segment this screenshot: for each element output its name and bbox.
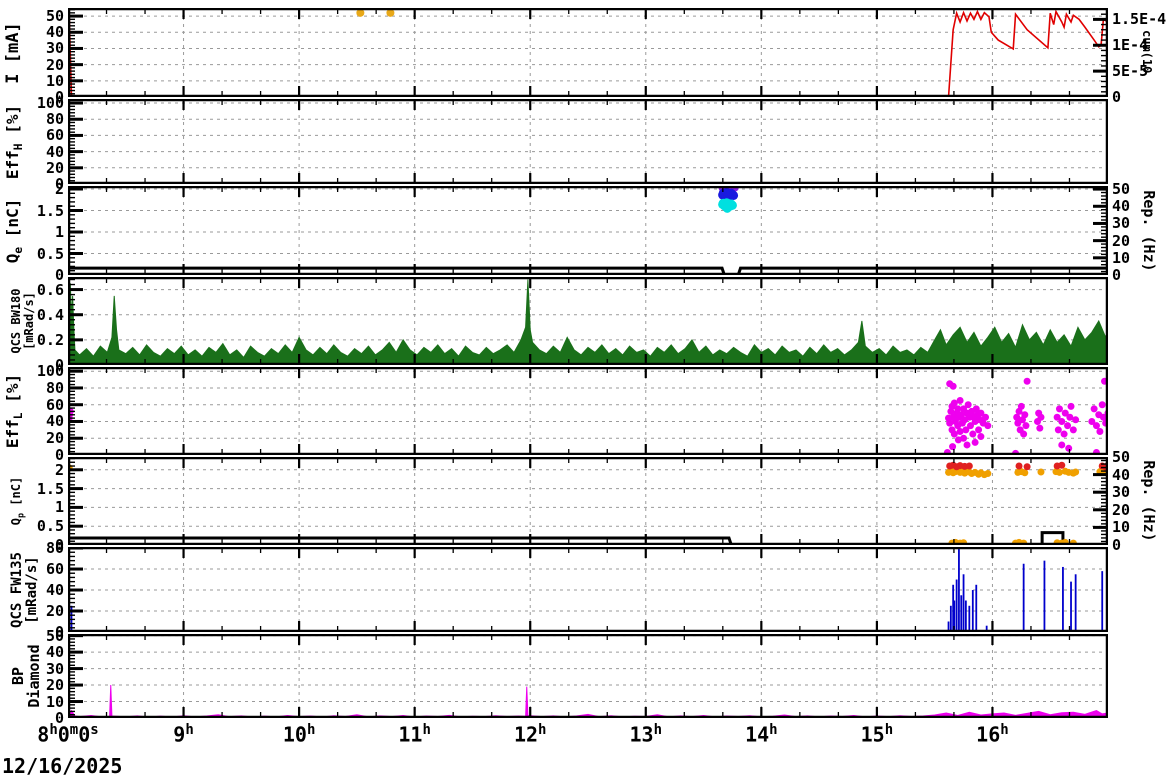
tick-label-charge-e-right: 30: [1112, 214, 1131, 233]
tick-label-qcs-bw180: 0.6: [36, 280, 64, 299]
tick-label-qcs-fw135: 80: [45, 539, 64, 558]
tick-label-bp-diamond: 10: [45, 692, 64, 711]
tick-label-efficiency-l: 60: [45, 395, 64, 414]
tick-label-qcs-fw135: 0: [54, 623, 64, 641]
tick-label-qcs-fw135: 40: [45, 581, 64, 600]
tick-label-qcs-bw180: 0.4: [36, 305, 64, 324]
tick-label-charge-p-right: 0: [1112, 536, 1122, 554]
tick-label-charge-e-right: 50: [1112, 180, 1131, 199]
tick-label-charge-p: 0.5: [36, 517, 64, 536]
x-tick-label: 11h: [398, 722, 431, 747]
tick-label-qcs-fw135: 60: [45, 560, 64, 579]
axis-label-charge-p-right: Rep. (Hz): [1140, 460, 1158, 542]
x-tick-label: 15h: [860, 722, 894, 747]
tick-label-beam-current-right: 5E-5: [1112, 62, 1149, 81]
tick-label-efficiency-h: 20: [45, 158, 64, 177]
x-tick-label: 12h: [513, 722, 547, 747]
x-tick-label: 14h: [745, 722, 778, 747]
tick-label-efficiency-l: 40: [45, 412, 64, 431]
tick-label-beam-current: 30: [45, 39, 64, 58]
tick-label-efficiency-h: 80: [45, 110, 64, 129]
tick-label-charge-p-right: 50: [1112, 448, 1131, 466]
tick-label-qcs-bw180: 0.2: [36, 330, 64, 349]
tick-label-efficiency-l: 0: [54, 446, 64, 464]
tick-label-efficiency-h: 60: [45, 126, 64, 145]
tick-label-qcs-bw180: 0: [54, 356, 64, 374]
tick-label-efficiency-h: 40: [45, 142, 64, 161]
tick-label-charge-e: 0: [54, 266, 64, 284]
tick-label-charge-p-right: 20: [1112, 500, 1131, 519]
tick-label-efficiency-l: 80: [45, 378, 64, 397]
tick-label-beam-current-right: 1.5E-4: [1112, 10, 1167, 29]
tick-label-charge-e: 1: [54, 223, 64, 241]
tick-label-charge-p: 1: [54, 498, 64, 517]
tick-label-bp-diamond: 40: [45, 643, 64, 662]
panel-qcs-bw180: [68, 277, 1108, 365]
tick-label-charge-e-right: 40: [1112, 197, 1131, 216]
x-tick-label: 9h: [173, 722, 194, 747]
x-tick-label: 8h0m0s: [37, 722, 99, 747]
tick-label-charge-e-right: 10: [1112, 248, 1131, 267]
tick-label-bp-diamond: 50: [45, 626, 64, 645]
tick-label-charge-e: 1.5: [36, 201, 64, 220]
x-tick-label: 10h: [282, 722, 316, 747]
panel-bp-diamond: [68, 634, 1108, 718]
tick-label-beam-current: 40: [45, 23, 64, 42]
panel-efficiency-h: [68, 99, 1108, 184]
tick-label-bp-diamond: 0: [54, 709, 64, 727]
tick-label-charge-p-right: 30: [1112, 483, 1131, 502]
tick-label-charge-p: 0: [54, 536, 64, 554]
tick-label-beam-current-right: 1E-4: [1112, 36, 1149, 55]
date-label: 12/16/2025: [2, 754, 123, 778]
tick-label-charge-p-right: 10: [1112, 518, 1131, 537]
tick-label-beam-current: 20: [45, 55, 64, 74]
x-tick-label: 16h: [976, 722, 1009, 747]
tick-label-charge-p-right: 40: [1112, 465, 1131, 484]
tick-label-charge-e-right: 0: [1112, 266, 1122, 284]
x-tick-label: 13h: [629, 722, 663, 747]
axis-label-bp-diamond: BP Diamond: [9, 644, 43, 708]
panel-beam-current: [68, 8, 1108, 97]
panel-charge-e: [68, 186, 1108, 275]
panel-qcs-fw135: [68, 547, 1108, 632]
tick-label-bp-diamond: 20: [45, 676, 64, 695]
tick-label-efficiency-l: 100: [36, 362, 64, 381]
panel-efficiency-l: [68, 367, 1108, 455]
tick-label-charge-e: 0.5: [36, 244, 64, 263]
tick-label-beam-current: 50: [45, 7, 64, 26]
panel-charge-p: [68, 457, 1108, 545]
tick-label-charge-e-right: 20: [1112, 231, 1131, 250]
tick-label-efficiency-l: 20: [45, 429, 64, 448]
tick-label-bp-diamond: 30: [45, 659, 64, 678]
tick-label-qcs-fw135: 20: [45, 602, 64, 620]
tick-label-beam-current: 10: [45, 71, 64, 90]
tick-label-charge-e: 2: [54, 180, 64, 198]
axis-label-charge-e-right: Rep. (Hz): [1140, 189, 1158, 272]
tick-label-charge-p: 2: [54, 460, 64, 479]
tick-label-beam-current: 0: [54, 88, 64, 106]
tick-label-beam-current-right: 0: [1112, 88, 1122, 106]
tick-label-efficiency-h: 100: [36, 94, 64, 113]
right-axis-unit-label: cum(10: [1140, 30, 1154, 74]
tick-label-charge-p: 1.5: [36, 479, 64, 498]
tick-label-efficiency-h: 0: [54, 175, 64, 193]
